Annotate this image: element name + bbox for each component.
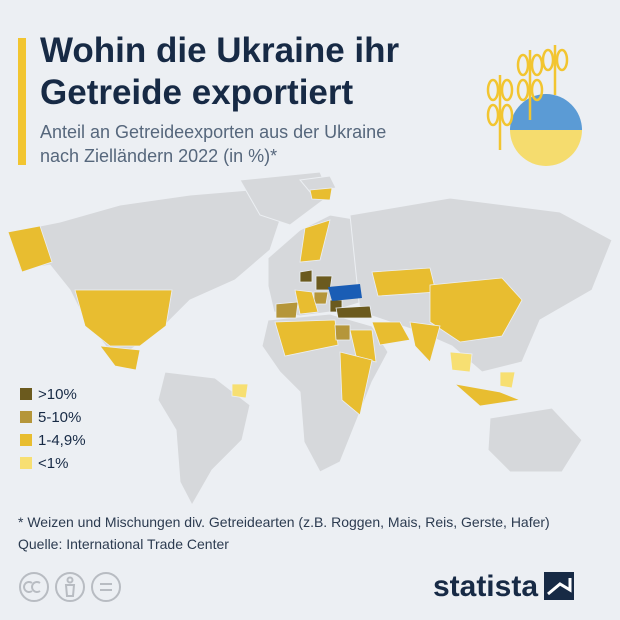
brand-logo (544, 572, 574, 600)
country (299, 269, 313, 283)
country (313, 291, 329, 305)
country (231, 383, 249, 399)
country (371, 267, 437, 297)
country (429, 277, 523, 343)
country (7, 225, 53, 273)
license-icons (19, 572, 121, 602)
wheat-icon (486, 45, 582, 166)
legend-swatch (20, 434, 32, 446)
footnote: * Weizen und Mischungen div. Getreideart… (18, 514, 550, 530)
accent-bar (18, 38, 26, 165)
legend-label: 5-10% (38, 409, 81, 426)
country (74, 289, 173, 347)
legend: >10% 5-10% 1-4,9% <1% (20, 386, 86, 472)
country (449, 351, 473, 373)
country (274, 319, 339, 357)
country (349, 329, 377, 363)
country (99, 345, 141, 371)
legend-label: 1-4,9% (38, 432, 86, 449)
brand: statista (433, 570, 538, 603)
subtitle-line: nach Zielländern 2022 (in %)* (40, 146, 277, 166)
legend-swatch (20, 388, 32, 400)
legend-swatch (20, 411, 32, 423)
country (339, 351, 373, 416)
country (334, 324, 351, 341)
country (309, 187, 333, 201)
subtitle-line: Anteil an Getreideexporten aus der Ukrai… (40, 122, 386, 142)
world-map (7, 171, 613, 507)
country (453, 383, 522, 407)
country (371, 321, 411, 346)
country (299, 219, 331, 263)
country (335, 305, 373, 319)
legend-swatch (20, 457, 32, 469)
legend-label: <1% (38, 455, 68, 472)
country (294, 289, 319, 315)
source: Quelle: International Trade Center (18, 536, 229, 552)
title-line: Wohin die Ukraine ihr (40, 31, 400, 70)
country (409, 321, 441, 363)
country (499, 371, 516, 389)
legend-label: >10% (38, 386, 77, 403)
ukraine (328, 284, 362, 301)
country (275, 301, 299, 319)
title-line: Getreide exportiert (40, 73, 353, 112)
